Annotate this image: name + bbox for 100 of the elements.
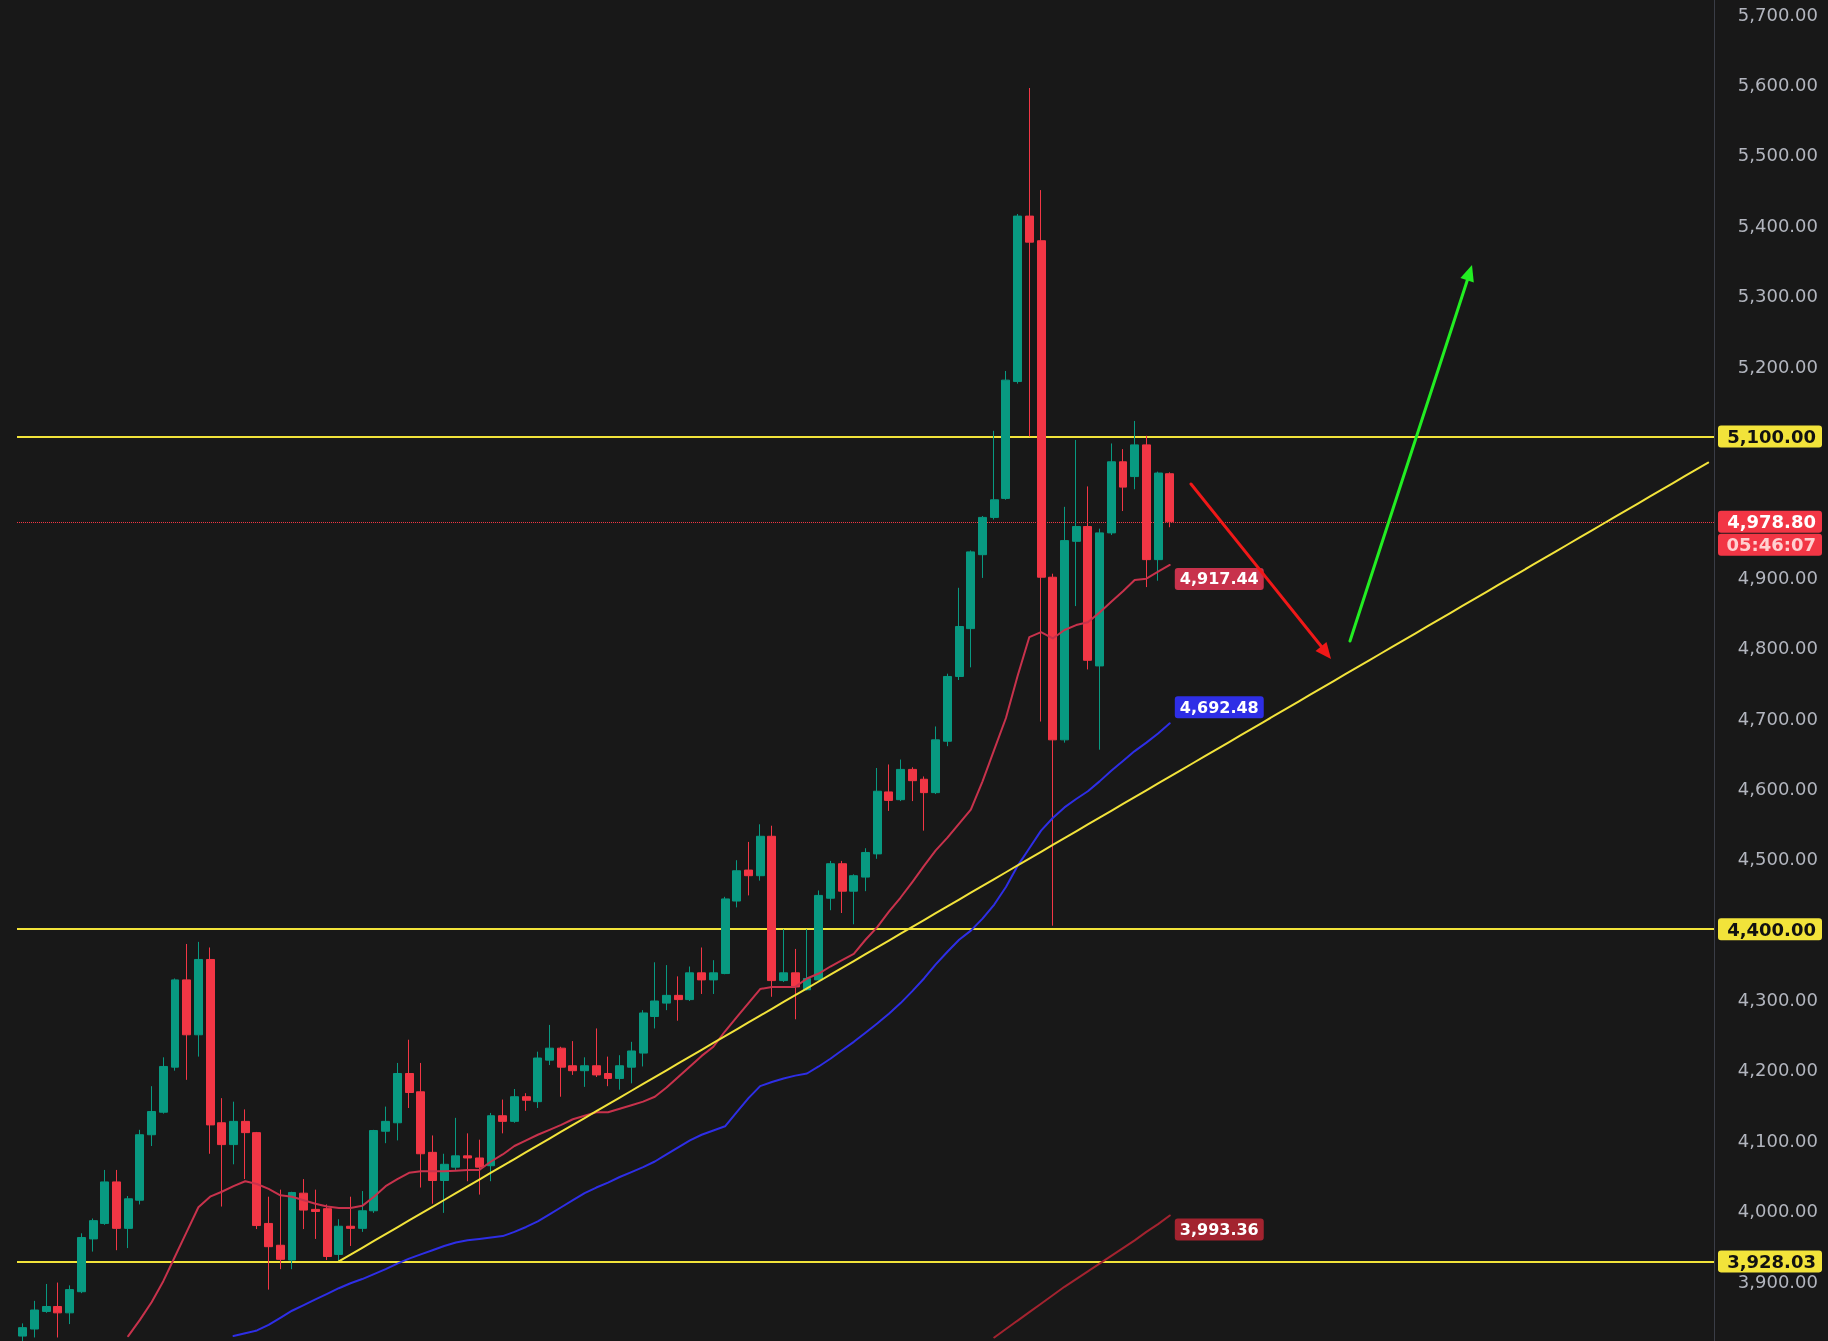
candlestick	[1001, 370, 1010, 501]
candlestick	[100, 1169, 109, 1226]
candlestick	[217, 1097, 226, 1208]
y-tick-label: 5,500.00	[1737, 144, 1818, 166]
candlestick	[451, 1117, 460, 1171]
y-tick-label: 4,000.00	[1737, 1200, 1818, 1222]
candlestick	[440, 1153, 449, 1214]
y-tick-label: 4,300.00	[1737, 989, 1818, 1011]
candlestick	[697, 947, 706, 995]
y-tick-label: 5,300.00	[1737, 285, 1818, 307]
ref-line-label: 4,978.80	[1727, 511, 1816, 533]
y-tick-label: 4,800.00	[1737, 637, 1818, 659]
candlestick	[65, 1284, 74, 1325]
candlestick	[990, 430, 999, 521]
candlestick	[1154, 471, 1163, 582]
candlestick	[159, 1056, 168, 1115]
candlestick	[662, 964, 671, 1011]
candlestick	[416, 1062, 425, 1189]
candlestick	[744, 841, 753, 896]
candlestick	[545, 1024, 554, 1066]
candlestick	[674, 975, 683, 1022]
candlestick	[1048, 573, 1057, 927]
candlestick	[229, 1101, 238, 1165]
candlestick	[779, 928, 788, 983]
candlestick	[1130, 420, 1139, 490]
candlestick	[721, 896, 730, 975]
candlestick	[334, 1218, 343, 1262]
candlestick	[252, 1131, 261, 1230]
candlestick	[358, 1190, 367, 1233]
ref-line-label: 5,100.00	[1727, 425, 1816, 447]
candlestick	[838, 860, 847, 914]
y-tick-label: 5,200.00	[1737, 355, 1818, 377]
candlestick	[264, 1196, 273, 1291]
data-label: 4,917.44	[1179, 569, 1259, 589]
candlestick	[908, 766, 917, 802]
candlestick	[241, 1108, 250, 1180]
line-series	[127, 563, 1171, 1338]
candlestick	[147, 1085, 156, 1147]
candlestick	[978, 515, 987, 579]
candlestick	[30, 1300, 39, 1338]
candlestick	[475, 1139, 484, 1196]
candlestick	[1072, 439, 1081, 607]
candlestick	[393, 1062, 402, 1141]
ref-line-label: 4,400.00	[1727, 918, 1816, 940]
candlestick	[896, 759, 905, 802]
candlestick	[732, 859, 741, 908]
candlestick	[405, 1039, 414, 1109]
candlestick	[124, 1195, 133, 1249]
text: 05:46:07	[1726, 534, 1816, 556]
y-tick-label: 5,400.00	[1737, 214, 1818, 236]
candlestick	[194, 941, 203, 1058]
candlestick	[791, 948, 800, 1020]
candlestick	[627, 1041, 636, 1084]
y-tick-label: 4,600.00	[1737, 777, 1818, 799]
candlestick	[580, 1056, 589, 1088]
candlestick	[171, 977, 179, 1072]
candlestick	[487, 1112, 495, 1182]
y-tick-label: 4,100.00	[1737, 1129, 1818, 1151]
candlestick	[849, 873, 858, 925]
y-tick-label: 5,700.00	[1737, 3, 1818, 25]
line-series	[993, 1214, 1171, 1339]
candlestick	[615, 1054, 624, 1091]
candlestick	[522, 1092, 531, 1112]
line-series	[232, 722, 1171, 1338]
candlestick	[931, 725, 940, 795]
candlestick	[685, 966, 694, 1002]
candlestick	[814, 889, 823, 982]
candlestick	[1060, 506, 1069, 744]
candlestick	[463, 1132, 472, 1182]
candlestick	[1025, 87, 1034, 437]
candlestick	[1119, 448, 1127, 512]
candlestick	[568, 1040, 577, 1076]
y-tick-label: 5,600.00	[1737, 73, 1818, 95]
y-tick-label: 4,900.00	[1737, 566, 1818, 588]
candlestick	[346, 1196, 355, 1247]
candlestick	[966, 549, 975, 668]
candlestick	[884, 763, 893, 812]
candlestick	[920, 775, 928, 832]
candlestick	[873, 767, 882, 860]
candlestick	[276, 1189, 285, 1270]
candlestick	[592, 1027, 601, 1078]
data-label: 4,692.48	[1179, 697, 1259, 717]
y-tick-label: 4,700.00	[1737, 707, 1818, 729]
candlestick	[135, 1129, 144, 1205]
candlestick	[861, 847, 870, 892]
candlestick	[112, 1169, 121, 1251]
candlestick	[498, 1099, 507, 1134]
candlestick	[381, 1106, 390, 1144]
candlestick	[77, 1232, 86, 1294]
candlestick	[1107, 442, 1116, 536]
candlestick	[18, 1322, 27, 1341]
candlestick	[767, 825, 776, 998]
ref-line-label: 3,928.03	[1727, 1250, 1816, 1272]
candlestick	[1095, 528, 1104, 751]
candlestick	[1013, 213, 1022, 385]
candlestick	[182, 943, 191, 1081]
candlestick	[650, 961, 659, 1029]
candlestick	[42, 1283, 51, 1314]
candlestick	[323, 1203, 332, 1261]
y-tick-label: 4,500.00	[1737, 848, 1818, 870]
